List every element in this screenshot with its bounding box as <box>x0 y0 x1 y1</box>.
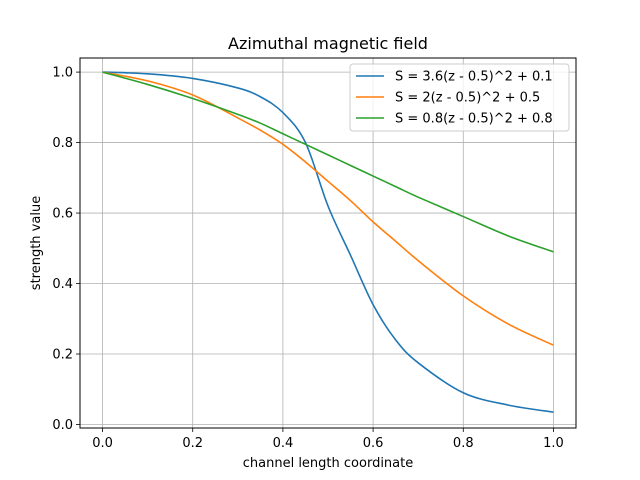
y-tick-label: 0.6 <box>52 207 73 222</box>
legend-label-2: S = 2(z - 0.5)^2 + 0.5 <box>395 91 540 106</box>
series-line-3 <box>102 71 554 253</box>
y-axis-label: strength value <box>29 196 44 290</box>
plot-frame <box>79 57 577 429</box>
grid <box>80 58 576 428</box>
legend-label-3: S = 0.8(z - 0.5)^2 + 0.8 <box>395 112 553 127</box>
chart-title: Azimuthal magnetic field <box>228 34 428 53</box>
series-lines <box>102 71 554 413</box>
legend-label-1: S = 3.6(z - 0.5)^2 + 0.1 <box>395 70 553 85</box>
y-tick-label: 0.8 <box>52 136 73 151</box>
series-line-1 <box>102 71 554 413</box>
x-tick-label: 1.0 <box>543 436 564 451</box>
y-tick-label: 0.2 <box>52 348 73 363</box>
x-tick-label: 0.2 <box>182 436 203 451</box>
x-tick-label: 0.8 <box>453 436 474 451</box>
legend-box <box>349 63 570 132</box>
y-tick-label: 1.0 <box>52 66 73 81</box>
x-tick-label: 0.4 <box>273 436 294 451</box>
y-tick-label: 0.4 <box>52 277 73 292</box>
x-axis-label: channel length coordinate <box>243 456 413 471</box>
legend: S = 3.6(z - 0.5)^2 + 0.1 S = 2(z - 0.5)^2… <box>349 63 570 132</box>
y-tick-label: 0.0 <box>52 418 73 433</box>
x-tick-label: 0.6 <box>363 436 384 451</box>
x-tick-label: 0.0 <box>92 436 113 451</box>
series-line-2 <box>102 71 554 346</box>
x-axis-ticks: 0.0 0.2 0.4 0.6 0.8 1.0 <box>92 428 564 451</box>
y-axis-ticks: 0.0 0.2 0.4 0.6 0.8 1.0 <box>52 66 80 433</box>
